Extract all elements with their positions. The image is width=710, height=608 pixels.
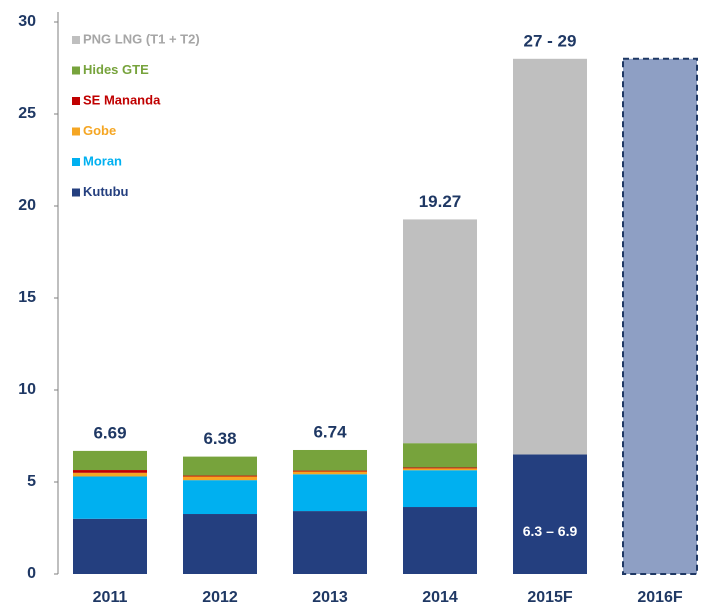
bar-segment [293, 511, 367, 574]
legend-swatch [72, 158, 80, 166]
y-tick-label: 15 [18, 289, 36, 306]
x-tick-label: 2011 [93, 589, 128, 606]
y-tick-label: 30 [18, 13, 36, 30]
legend-label: PNG LNG (T1 + T2) [83, 31, 200, 46]
segment-label: 6.3 – 6.9 [523, 523, 578, 539]
y-tick-label: 10 [18, 381, 36, 398]
total-label: 19.27 [419, 192, 462, 211]
x-tick-label: 2016F [637, 589, 683, 606]
total-label: 6.74 [313, 422, 347, 441]
bar-segment [183, 480, 257, 515]
legend-label: Gobe [83, 123, 116, 138]
legend-label: SE Mananda [83, 92, 161, 107]
bar-segment [403, 219, 477, 444]
bar-segment [403, 468, 477, 471]
total-label: 27 - 29 [524, 31, 577, 50]
x-tick-label: 2015F [527, 589, 573, 606]
bar-segment [183, 514, 257, 574]
bar-segment [403, 443, 477, 468]
legend-swatch [72, 127, 80, 136]
total-label: 6.38 [203, 429, 236, 448]
y-tick-label: 5 [27, 473, 36, 490]
y-tick-label: 0 [27, 565, 36, 582]
bar-segment [293, 471, 367, 475]
total-label: 6.69 [93, 423, 126, 442]
y-tick-label: 20 [18, 197, 36, 214]
bar-segment [513, 58, 587, 455]
bar-segment [183, 476, 257, 481]
legend-label: Kutubu [83, 184, 129, 199]
x-tick-label: 2012 [202, 589, 238, 606]
bar-segment [403, 507, 477, 574]
bar-segment [403, 470, 477, 508]
bar-segment [293, 474, 367, 512]
bar-segment [183, 456, 257, 476]
bar-segment [293, 449, 367, 471]
legend-swatch [72, 97, 80, 105]
bar-segment [73, 472, 147, 477]
bar-segment [73, 476, 147, 519]
bar-segment [183, 475, 257, 477]
bar-segment [73, 450, 147, 471]
bar-segment [513, 454, 587, 574]
bar-segment [73, 518, 147, 574]
legend-swatch [72, 188, 80, 197]
legend-label: Moran [83, 153, 122, 168]
legend-swatch [72, 36, 80, 44]
x-tick-label: 2013 [312, 589, 348, 606]
bar-segment [403, 467, 477, 469]
legend-label: Hides GTE [83, 62, 149, 77]
bar-segment [73, 470, 147, 473]
legend-swatch [72, 66, 80, 75]
bar-segment [622, 57, 698, 576]
y-tick-label: 25 [18, 105, 36, 122]
x-tick-label: 2014 [422, 589, 458, 606]
bar-segment [293, 470, 367, 472]
